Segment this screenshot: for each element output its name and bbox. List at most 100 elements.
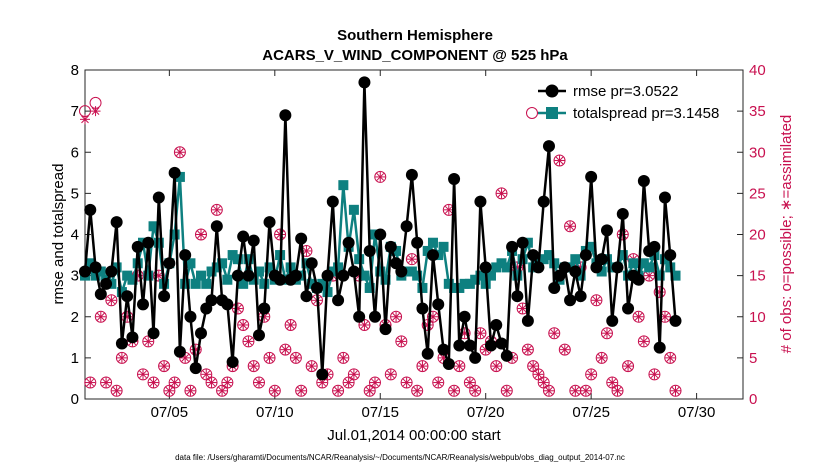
- totalspread-point: [317, 278, 328, 289]
- rmse-point: [300, 290, 313, 303]
- assimilated-obs-marker: [348, 369, 359, 380]
- totalspread-point: [238, 278, 249, 289]
- right-axis: 0 5 10 15 20 25 30 35 40: [737, 62, 766, 408]
- totalspread-point: [659, 254, 670, 265]
- rmse-point: [574, 290, 587, 303]
- totalspread-point: [491, 262, 502, 273]
- assimilated-obs-marker: [195, 229, 206, 240]
- assimilated-obs-marker: [607, 377, 618, 388]
- rmse-point: [600, 224, 613, 237]
- rmse-point: [368, 310, 381, 323]
- rmse-point: [158, 290, 171, 303]
- possible-obs-marker: [173, 146, 186, 159]
- possible-obs-marker: [332, 384, 345, 397]
- assimilated-obs-marker: [496, 188, 507, 199]
- rmse-point: [226, 355, 239, 368]
- x-tick-label: 07/20: [467, 404, 505, 421]
- assimilated-obs-marker: [591, 295, 602, 306]
- possible-obs-marker: [115, 351, 128, 364]
- assimilated-obs-marker: [148, 377, 159, 388]
- possible-obs-marker: [669, 384, 682, 397]
- right-tick-label: 10: [749, 309, 766, 326]
- x-axis-label: Jul.01,2014 00:00:00 start: [327, 427, 501, 444]
- totalspread-point: [85, 258, 96, 269]
- assimilated-obs-marker: [116, 352, 127, 363]
- rmse-point: [210, 220, 223, 233]
- rmse-point: [221, 298, 234, 311]
- footnote: data file: /Users/gharamti/Documents/NCA…: [175, 453, 625, 462]
- legend-background: [526, 78, 732, 128]
- rmse-point: [163, 257, 176, 270]
- possible-obs-marker: [637, 335, 650, 348]
- left-axis: 0 1 2 3 4 5 6 7 8: [71, 62, 91, 408]
- x-tick-label: 07/15: [361, 404, 399, 421]
- legend-spread-marker: [546, 107, 558, 119]
- assimilated-obs-marker: [533, 369, 544, 380]
- totalspread-point: [259, 278, 270, 289]
- rmse-point: [205, 294, 218, 307]
- totalspread-point: [90, 270, 101, 281]
- rmse-point: [289, 269, 302, 282]
- totalspread-point: [485, 270, 496, 281]
- totalspread-point: [449, 282, 460, 293]
- possible-obs-marker: [500, 384, 513, 397]
- rmse-point: [569, 265, 582, 278]
- possible-obs-marker: [263, 351, 276, 364]
- rmse-point: [527, 249, 540, 262]
- assimilated-obs-marker: [169, 377, 180, 388]
- possible-obs-marker: [374, 170, 387, 183]
- totalspread-point: [459, 278, 470, 289]
- possible-obs-marker: [237, 318, 250, 331]
- assimilated-obs-marker: [90, 106, 101, 117]
- possible-obs-marker: [368, 376, 381, 389]
- chart-title: Southern Hemisphere: [337, 27, 493, 44]
- possible-obs-marker: [490, 360, 503, 373]
- rmse-point: [316, 368, 329, 381]
- rmse-point: [637, 175, 650, 188]
- assimilated-obs-marker: [549, 328, 560, 339]
- assimilated-obs-marker: [638, 336, 649, 347]
- rmse-point: [115, 337, 128, 350]
- possible-obs-marker: [94, 310, 107, 323]
- assimilated-obs-marker: [543, 385, 554, 396]
- assimilated-obs-marker: [206, 377, 217, 388]
- assimilated-obs-marker: [580, 385, 591, 396]
- right-tick-label: 5: [749, 350, 757, 367]
- rmse-point: [194, 327, 207, 340]
- assimilated-obs-marker: [522, 344, 533, 355]
- possible-obs-marker: [221, 376, 234, 389]
- assimilated-obs-marker: [238, 319, 249, 330]
- assimilated-obs-marker: [275, 229, 286, 240]
- rmse-point: [347, 265, 360, 278]
- totalspread-point: [512, 270, 523, 281]
- rmse-point: [279, 109, 292, 122]
- possible-obs-marker: [585, 368, 598, 381]
- rmse-point: [337, 269, 350, 282]
- totalspread-point: [575, 270, 586, 281]
- rmse-point: [448, 172, 461, 185]
- assimilated-obs-marker: [464, 377, 475, 388]
- possible-obs-marker: [395, 335, 408, 348]
- totalspread-point: [454, 282, 465, 293]
- right-tick-label: 40: [749, 62, 766, 79]
- possible-obs-marker: [231, 302, 244, 315]
- rmse-point: [611, 261, 624, 274]
- rmse-point: [100, 277, 113, 290]
- possible-obs-marker: [284, 318, 297, 331]
- rmse-point: [231, 269, 244, 282]
- totalspread-point: [670, 270, 681, 281]
- rmse-point: [595, 253, 608, 266]
- assimilated-obs-marker: [401, 377, 412, 388]
- totalspread-point: [596, 266, 607, 277]
- possible-obs-marker: [548, 327, 561, 340]
- possible-obs-marker: [564, 220, 577, 233]
- rmse-point: [548, 281, 561, 294]
- totalspread-point: [248, 274, 259, 285]
- rmse-point: [384, 240, 397, 253]
- rmse-point: [94, 288, 107, 301]
- assimilated-obs-marker: [670, 385, 681, 396]
- possible-obs-marker: [411, 384, 424, 397]
- assimilated-obs-marker: [211, 204, 222, 215]
- totalspread-point: [475, 270, 486, 281]
- assimilated-obs-marker: [586, 369, 597, 380]
